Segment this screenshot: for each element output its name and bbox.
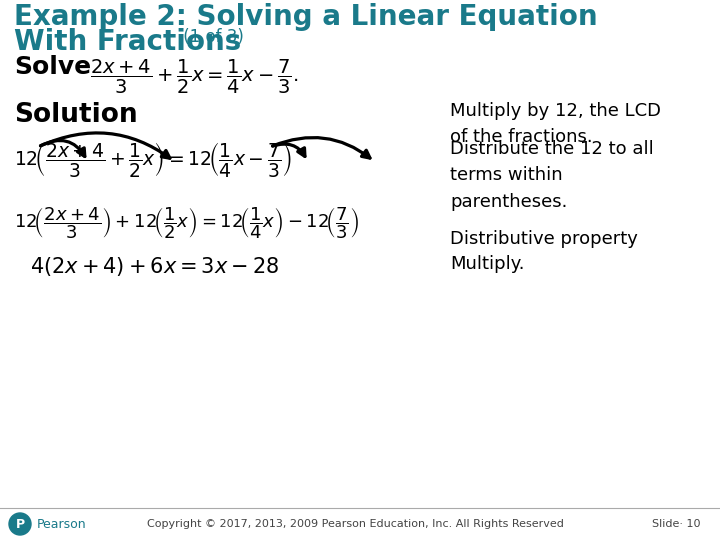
Text: Multiply.: Multiply. — [450, 255, 524, 273]
Text: $12\!\left(\dfrac{2x+4}{3}\right)+12\!\left(\dfrac{1}{2}x\right)=12\!\left(\dfra: $12\!\left(\dfrac{2x+4}{3}\right)+12\!\l… — [14, 205, 359, 241]
Text: $4(2x+4)+6x=3x-28$: $4(2x+4)+6x=3x-28$ — [30, 255, 279, 278]
Text: $\dfrac{2x+4}{3}+\dfrac{1}{2}x=\dfrac{1}{4}x-\dfrac{7}{3}.$: $\dfrac{2x+4}{3}+\dfrac{1}{2}x=\dfrac{1}… — [90, 58, 298, 96]
Text: P: P — [15, 517, 24, 530]
Text: $12\!\left(\dfrac{2x+4}{3}+\dfrac{1}{2}x\right)=12\!\left(\dfrac{1}{4}x-\dfrac{7: $12\!\left(\dfrac{2x+4}{3}+\dfrac{1}{2}x… — [14, 140, 292, 179]
Text: Solution: Solution — [14, 102, 138, 128]
Text: With Fractions: With Fractions — [14, 28, 241, 56]
Text: Pearson: Pearson — [37, 517, 86, 530]
FancyArrowPatch shape — [40, 133, 170, 158]
Text: Multiply by 12, the LCD
of the fractions.: Multiply by 12, the LCD of the fractions… — [450, 102, 661, 146]
Text: Copyright © 2017, 2013, 2009 Pearson Education, Inc. All Rights Reserved: Copyright © 2017, 2013, 2009 Pearson Edu… — [147, 519, 564, 529]
Text: Distributive property: Distributive property — [450, 230, 638, 248]
Text: Example 2: Solving a Linear Equation: Example 2: Solving a Linear Equation — [14, 3, 598, 31]
FancyArrowPatch shape — [273, 144, 305, 157]
Text: Slide· 10: Slide· 10 — [652, 519, 700, 529]
Text: Solve: Solve — [14, 55, 91, 79]
Text: (1 of 3): (1 of 3) — [178, 28, 244, 46]
FancyArrowPatch shape — [273, 138, 370, 158]
Circle shape — [9, 513, 31, 535]
Text: Distribute the 12 to all
terms within
parentheses.: Distribute the 12 to all terms within pa… — [450, 140, 654, 211]
FancyArrowPatch shape — [40, 140, 85, 157]
